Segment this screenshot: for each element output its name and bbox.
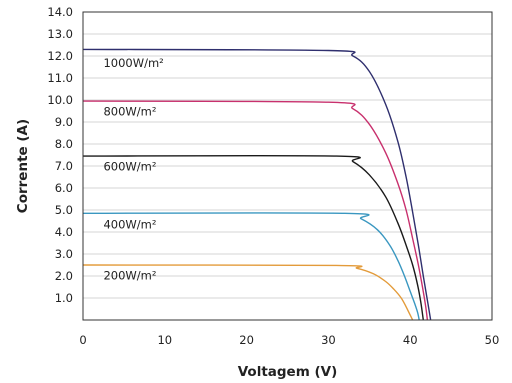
y-tick-label: 6.0	[55, 181, 73, 195]
y-tick-label: 10.0	[47, 93, 73, 107]
plot-frame	[82, 11, 493, 321]
y-tick-label: 4.0	[55, 225, 73, 239]
x-tick-label: 20	[239, 333, 254, 347]
series-line-3	[82, 212, 420, 321]
curve-label-4: 200W/m²	[103, 268, 156, 282]
y-tick-label: 11.0	[47, 71, 73, 85]
curve-label-0: 1000W/m²	[103, 56, 163, 70]
x-tick-label: 10	[157, 333, 172, 347]
series-line-2	[82, 154, 424, 321]
y-tick-label: 13.0	[47, 27, 73, 41]
x-tick-label: 40	[403, 333, 418, 347]
curve-label-1: 800W/m²	[103, 104, 156, 118]
y-tick-label: 3.0	[55, 247, 73, 261]
x-axis-ticks: 0 10 20 30 40 50	[79, 333, 499, 347]
series-line-4	[82, 264, 414, 321]
y-tick-label: 12.0	[47, 49, 73, 63]
y-tick-label: 9.0	[55, 115, 73, 129]
gridlines	[83, 11, 492, 299]
y-axis-title: Corrente (A)	[15, 119, 31, 213]
y-tick-label: 5.0	[55, 203, 73, 217]
curve-label-3: 400W/m²	[103, 218, 156, 232]
series-line-0	[82, 48, 432, 321]
curves	[82, 48, 432, 321]
y-tick-label: 7.0	[55, 159, 73, 173]
x-axis-title: Voltagem (V)	[238, 364, 338, 380]
x-tick-label: 0	[79, 333, 86, 347]
x-tick-label: 30	[321, 333, 336, 347]
y-axis-ticks: 1.0 2.0 3.0 4.0 5.0 6.0 7.0 8.0 9.0 10.0 11.0 12.0 1…	[47, 5, 73, 305]
y-tick-label: 8.0	[55, 137, 73, 151]
y-tick-label: 1.0	[55, 291, 73, 305]
x-tick-label: 50	[485, 333, 500, 347]
curve-label-2: 600W/m²	[103, 159, 156, 173]
curve-labels: 1000W/m² 800W/m² 600W/m² 400W/m² 200W/m²	[103, 56, 163, 282]
y-tick-label: 2.0	[55, 269, 73, 283]
series-line-1	[82, 100, 429, 321]
y-tick-label: 14.0	[47, 5, 73, 19]
